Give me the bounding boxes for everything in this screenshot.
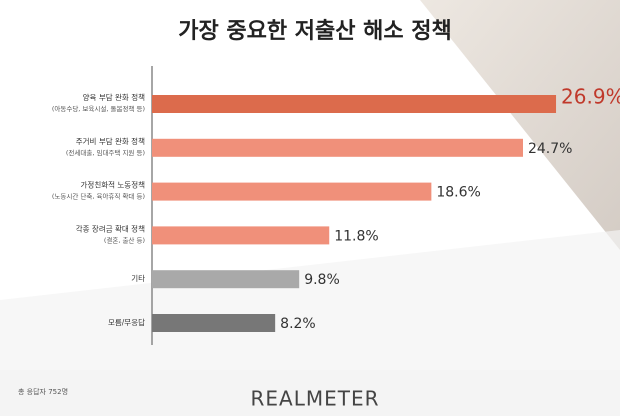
category-sublabel: (아동수당, 보육시설, 돌봄정책 등) xyxy=(52,104,145,113)
category-label: 기타 xyxy=(131,274,145,283)
bar xyxy=(152,138,523,157)
footnote: 총 응답자 752명 xyxy=(18,387,68,396)
bar xyxy=(152,226,330,245)
photo-backdrop xyxy=(420,0,620,250)
value-label: 8.2% xyxy=(280,316,316,332)
category-sublabel: (노동시간 단축, 육아휴직 확대 등) xyxy=(52,192,145,201)
bar xyxy=(152,182,432,201)
category-label: 양육 부담 완화 정책 xyxy=(83,92,145,102)
bar xyxy=(152,270,300,289)
category-sublabel: (결혼, 출산 등) xyxy=(104,235,145,244)
category-label: 모름/무응답 xyxy=(108,317,145,327)
value-label: 9.8% xyxy=(304,272,340,288)
footer-band xyxy=(0,370,620,416)
category-sublabel: (전세대출, 임대주택 지원 등) xyxy=(66,148,145,157)
backdrop-band xyxy=(0,230,620,370)
category-label: 가정친화적 노동정책 xyxy=(81,180,146,190)
category-label: 주거비 부담 완화 정책 xyxy=(76,136,145,146)
value-label: 18.6% xyxy=(436,185,480,201)
bar xyxy=(152,314,276,332)
category-label: 각종 장려금 확대 정책 xyxy=(76,223,145,233)
value-label: 26.9% xyxy=(561,85,620,109)
brand: REALMETER xyxy=(251,387,380,411)
value-label: 11.8% xyxy=(334,228,378,244)
value-label: 24.7% xyxy=(528,141,572,157)
chart-title: 가장 중요한 저출산 해소 정책 xyxy=(178,19,452,44)
bar xyxy=(152,95,557,113)
